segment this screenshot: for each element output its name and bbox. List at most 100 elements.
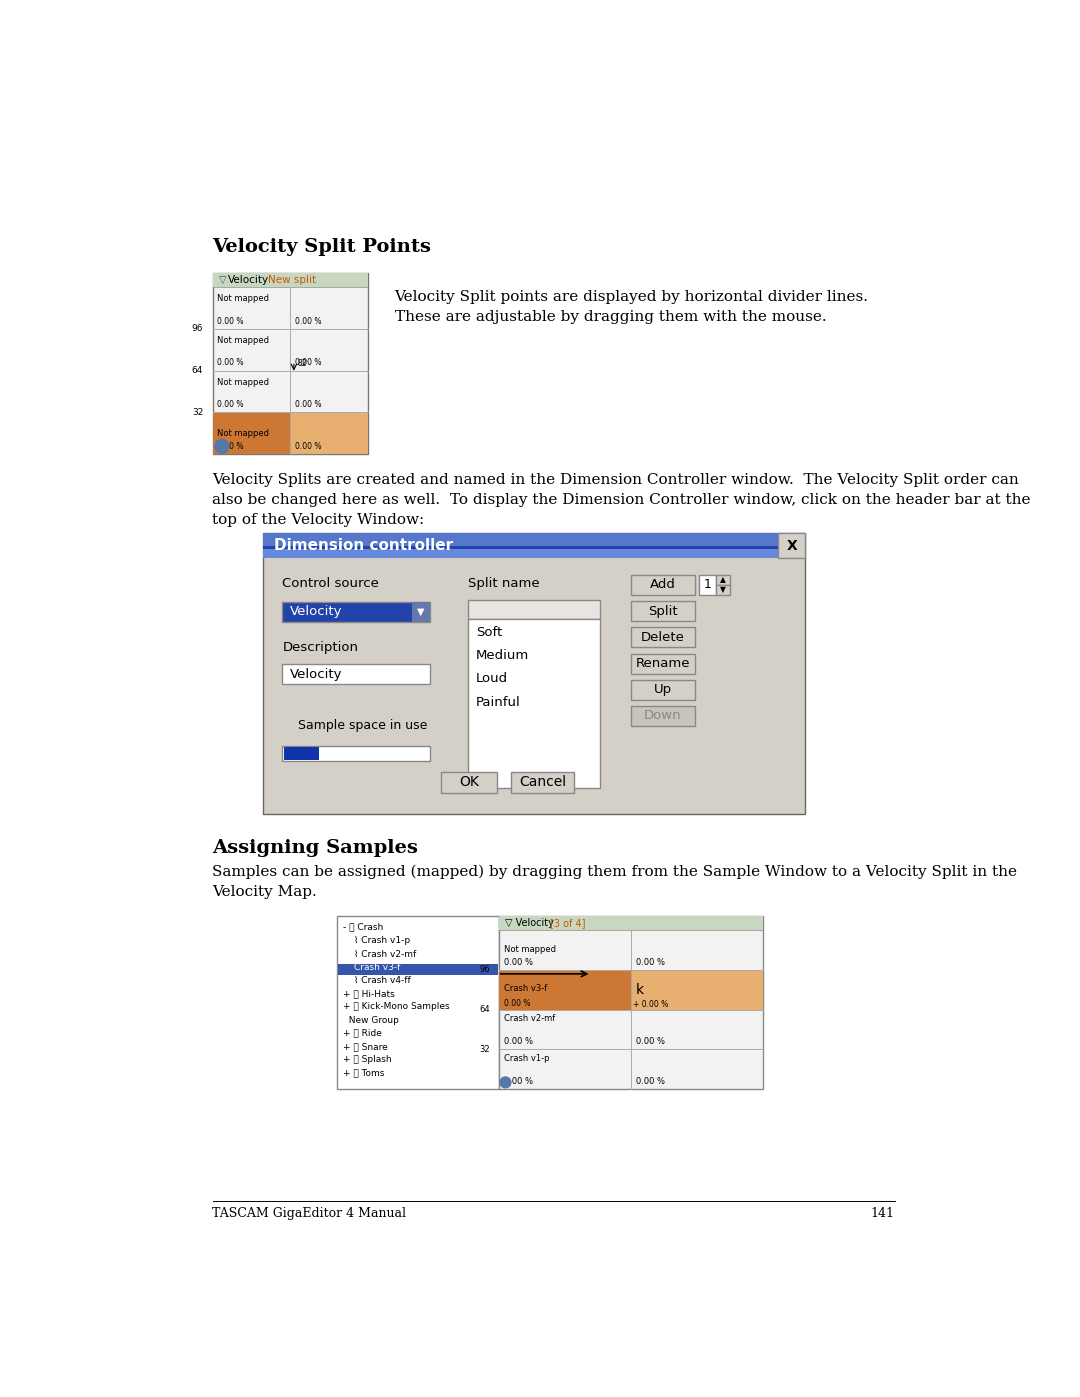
Circle shape xyxy=(500,1077,511,1088)
Text: Crash v3-f: Crash v3-f xyxy=(354,963,401,971)
Text: Split: Split xyxy=(648,605,677,617)
Text: ▲: ▲ xyxy=(720,576,726,584)
Text: ▼: ▼ xyxy=(417,606,424,617)
Text: Sample space in use: Sample space in use xyxy=(298,719,427,732)
Text: 82: 82 xyxy=(298,359,307,369)
Text: Dimension controller: Dimension controller xyxy=(274,538,454,553)
Text: Cancel: Cancel xyxy=(519,775,566,789)
Bar xyxy=(282,665,430,685)
Bar xyxy=(631,970,762,1010)
Bar xyxy=(511,773,575,793)
Text: 0.00 %: 0.00 % xyxy=(217,359,244,367)
Bar xyxy=(699,576,716,595)
Text: New split: New split xyxy=(268,275,316,285)
Text: k: k xyxy=(636,982,644,996)
Text: Not mapped: Not mapped xyxy=(504,946,556,954)
Text: TASCAM GigaEditor 4 Manual: TASCAM GigaEditor 4 Manual xyxy=(213,1207,406,1220)
Text: ▼: ▼ xyxy=(720,585,726,595)
Bar xyxy=(779,534,806,557)
Text: Control source: Control source xyxy=(282,577,379,591)
Bar xyxy=(469,619,600,788)
Text: Painful: Painful xyxy=(476,696,521,708)
Text: + 📁 Kick-Mono Samples: + 📁 Kick-Mono Samples xyxy=(342,1002,449,1011)
Text: Samples can be assigned (mapped) by dragging them from the Sample Window to a Ve: Samples can be assigned (mapped) by drag… xyxy=(213,865,1017,898)
Text: 96: 96 xyxy=(192,324,203,334)
Bar xyxy=(337,916,499,1090)
Text: Crash v3-f: Crash v3-f xyxy=(504,983,548,993)
Text: ▽ Velocity: ▽ Velocity xyxy=(505,918,554,928)
Bar xyxy=(338,964,498,975)
Text: Velocity: Velocity xyxy=(228,275,269,285)
Text: Split name: Split name xyxy=(469,577,540,591)
Text: Crash v1-p: Crash v1-p xyxy=(504,1055,550,1063)
Bar xyxy=(631,654,694,673)
Text: 141: 141 xyxy=(870,1207,894,1220)
Bar xyxy=(262,549,779,557)
Text: Crash v2-mf: Crash v2-mf xyxy=(504,1014,555,1023)
Text: Velocity Splits are created and named in the Dimension Controller window.  The V: Velocity Splits are created and named in… xyxy=(213,474,1031,528)
Bar xyxy=(631,705,694,726)
Text: 0.00 %: 0.00 % xyxy=(295,359,321,367)
Bar xyxy=(282,746,430,761)
Text: ⌇ Crash v4-ff: ⌇ Crash v4-ff xyxy=(354,975,411,985)
Bar xyxy=(262,534,806,814)
Bar xyxy=(262,534,779,546)
Text: 64: 64 xyxy=(192,366,203,374)
Text: 32: 32 xyxy=(192,408,203,416)
Bar xyxy=(716,576,730,585)
Text: Delete: Delete xyxy=(640,631,685,644)
Text: + 📁 Ride: + 📁 Ride xyxy=(342,1028,381,1038)
Text: + 📁 Hi-Hats: + 📁 Hi-Hats xyxy=(342,989,394,997)
Bar xyxy=(631,576,694,595)
Text: Rename: Rename xyxy=(635,657,690,671)
Text: Medium: Medium xyxy=(476,650,529,662)
Text: Velocity: Velocity xyxy=(291,605,342,619)
Text: 0.00 %: 0.00 % xyxy=(217,441,244,451)
Text: 32: 32 xyxy=(480,1045,490,1053)
Text: 0.00 %: 0.00 % xyxy=(295,400,321,409)
Text: ⌇ Crash v2-mf: ⌇ Crash v2-mf xyxy=(354,950,417,958)
Bar xyxy=(213,274,367,286)
Text: 0.00 %: 0.00 % xyxy=(217,317,244,326)
Bar xyxy=(631,680,694,700)
Text: + 0.00 %: + 0.00 % xyxy=(633,1000,667,1009)
Text: 0.00 %: 0.00 % xyxy=(504,999,530,1009)
Circle shape xyxy=(215,440,229,453)
Text: Not mapped: Not mapped xyxy=(217,295,269,303)
Text: OK: OK xyxy=(459,775,478,789)
Text: Velocity Split points are displayed by horizontal divider lines.
These are adjus: Velocity Split points are displayed by h… xyxy=(394,291,868,324)
Bar xyxy=(213,412,291,454)
Text: Add: Add xyxy=(650,578,676,591)
Bar xyxy=(499,916,762,1090)
Bar xyxy=(631,601,694,622)
Text: New Group: New Group xyxy=(342,1016,399,1024)
Bar xyxy=(469,601,600,619)
Bar xyxy=(291,412,367,454)
Text: + 📁 Snare: + 📁 Snare xyxy=(342,1042,388,1051)
Text: 0.00 %: 0.00 % xyxy=(504,958,532,967)
Bar xyxy=(282,602,430,622)
Text: 64: 64 xyxy=(480,1004,490,1014)
Text: ⌇ Crash v1-p: ⌇ Crash v1-p xyxy=(354,936,410,946)
Bar xyxy=(499,970,631,1010)
Text: Velocity Split Points: Velocity Split Points xyxy=(213,239,431,257)
Text: 0.00 %: 0.00 % xyxy=(295,317,321,326)
Bar xyxy=(262,534,779,557)
Text: Down: Down xyxy=(644,710,681,722)
Bar xyxy=(413,602,430,622)
Text: 0.00 %: 0.00 % xyxy=(217,400,244,409)
Text: - 📁 Crash: - 📁 Crash xyxy=(342,923,383,932)
Text: 0.00 %: 0.00 % xyxy=(504,1038,532,1046)
Bar xyxy=(716,585,730,595)
Text: Not mapped: Not mapped xyxy=(217,429,269,437)
Text: Not mapped: Not mapped xyxy=(217,377,269,387)
Text: Description: Description xyxy=(282,641,359,654)
Text: 1: 1 xyxy=(704,578,712,591)
Text: Loud: Loud xyxy=(476,672,508,686)
Bar xyxy=(499,916,762,930)
Text: X: X xyxy=(786,539,797,553)
Text: 0.00 %: 0.00 % xyxy=(504,1077,532,1087)
Bar xyxy=(441,773,497,793)
Text: Soft: Soft xyxy=(476,626,502,640)
Text: 0.00 %: 0.00 % xyxy=(636,958,664,967)
